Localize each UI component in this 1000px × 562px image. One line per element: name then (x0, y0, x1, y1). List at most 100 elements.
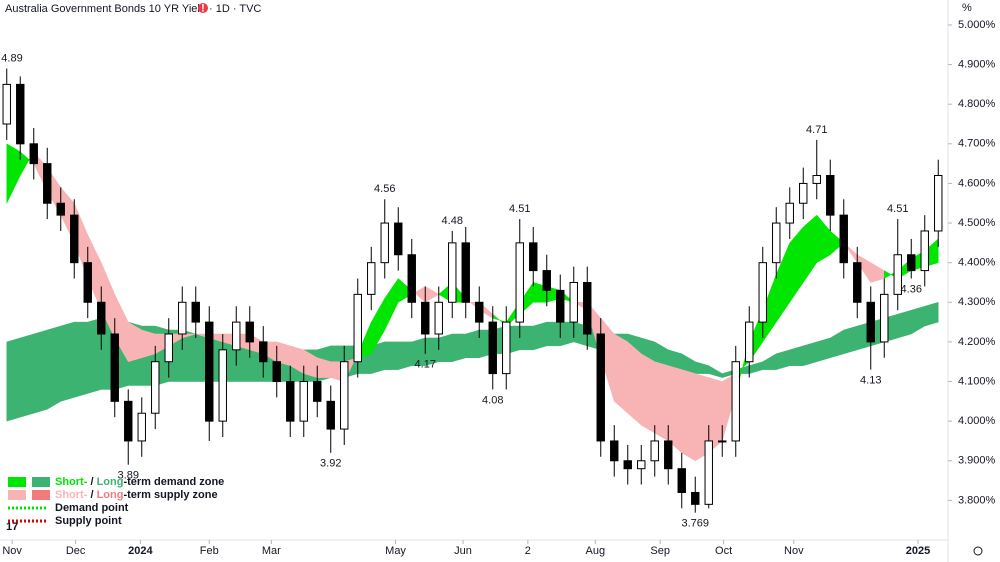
candle-body (353, 293, 362, 363)
candle-body (907, 254, 916, 272)
candle-body (205, 321, 214, 422)
candle-body (515, 242, 524, 323)
short-band-segment (654, 361, 669, 442)
candle-body (232, 321, 241, 351)
candle-body (367, 262, 376, 295)
candle-body (772, 222, 781, 264)
legend-label: Supply point (55, 515, 122, 527)
pivot-label: 3.89 (118, 470, 139, 482)
candle-body (461, 242, 470, 303)
legend-label: Demand point (55, 502, 129, 514)
candle-body (569, 281, 578, 323)
candle-body (151, 361, 160, 414)
long-band-segment (33, 329, 48, 414)
candle-body (596, 333, 605, 442)
long-band-segment (398, 341, 412, 370)
pivot-label: 4.56 (374, 183, 395, 195)
pivot-label: 3.92 (320, 458, 341, 470)
y-tick-label: 3.900% (958, 455, 996, 467)
legend-text: Long (97, 489, 124, 501)
long-band-segment (533, 321, 547, 351)
long-band-segment (20, 333, 34, 418)
candle-body (56, 202, 65, 216)
settings-icon[interactable] (973, 546, 983, 556)
y-tick-label: 4.300% (958, 296, 996, 308)
logo[interactable]: 17 (6, 521, 18, 533)
candle-body (839, 214, 848, 264)
y-tick-label: 4.500% (958, 217, 996, 229)
y-tick-label: 5.000% (958, 19, 996, 31)
candle-body (43, 163, 52, 204)
y-tick-label: 4.900% (958, 58, 996, 70)
candle-body (488, 321, 497, 375)
candle-body (502, 321, 511, 375)
candle-body (731, 361, 740, 442)
legend-swatch (32, 477, 50, 487)
candle-body (137, 412, 146, 442)
x-tick-label: Jun (454, 545, 472, 557)
long-band-segment (74, 321, 88, 398)
candle-body (799, 182, 808, 204)
pivot-label: 4.51 (509, 203, 530, 215)
x-tick-label: Sep (650, 545, 670, 557)
candle-body (313, 381, 322, 402)
candle-body (650, 440, 659, 462)
pivot-label: 4.89 (1, 52, 22, 64)
long-band-segment (438, 333, 453, 362)
candle-body (407, 254, 416, 303)
long-band-segment (816, 337, 831, 363)
candle-body (758, 262, 767, 323)
x-tick-label: 2025 (906, 545, 930, 557)
legend-swatch (32, 490, 50, 500)
legend-swatch (8, 477, 26, 487)
legend-text: Supply point (55, 515, 122, 527)
candle-body (623, 460, 632, 470)
short-band-segment (614, 333, 628, 414)
candle-body (812, 175, 821, 184)
candle-body (610, 440, 619, 462)
long-band-segment (897, 309, 912, 339)
long-band-segment (60, 321, 75, 402)
x-tick-label: May (385, 545, 406, 557)
candle-body (29, 143, 38, 165)
y-tick-label: 4.400% (958, 257, 996, 269)
legend-text: / (87, 489, 96, 501)
pivot-label: 3.769 (681, 518, 709, 530)
candle-body (637, 460, 646, 470)
y-tick-label: 4.800% (958, 98, 996, 110)
candle-body (718, 440, 727, 443)
candles (2, 68, 943, 513)
candle-body (110, 333, 119, 402)
x-tick-label: Feb (200, 545, 219, 557)
candle-body (326, 400, 335, 430)
x-tick-label: Aug (586, 545, 606, 557)
x-tick-label: Oct (715, 545, 732, 557)
long-band-segment (452, 333, 466, 363)
legend-text: Short- (55, 489, 88, 501)
candle-body (178, 301, 187, 335)
candle-body (218, 349, 227, 422)
candle-body (934, 175, 943, 232)
alert-icon[interactable] (198, 3, 208, 13)
candle-body (704, 440, 713, 505)
y-tick-label: 4.600% (958, 177, 996, 189)
candle-body (745, 321, 754, 363)
pivot-label: 4.51 (887, 203, 908, 215)
pivot-label: 4.13 (860, 375, 881, 387)
candle-body (421, 301, 430, 335)
short-band-segment (668, 365, 682, 454)
pivot-label: 4.71 (806, 124, 827, 136)
long-band-segment (560, 321, 574, 347)
long-band-segment (182, 329, 196, 382)
candle-body (124, 400, 133, 442)
x-tick-label: 2024 (128, 545, 153, 557)
long-band-segment (465, 329, 480, 359)
candle-body (677, 468, 686, 493)
y-tick-label: 4.100% (958, 375, 996, 387)
long-band-segment (47, 325, 61, 410)
pivot-label: 4.36 (901, 283, 922, 295)
candle-body (475, 301, 484, 323)
short-band-segment (830, 230, 845, 256)
